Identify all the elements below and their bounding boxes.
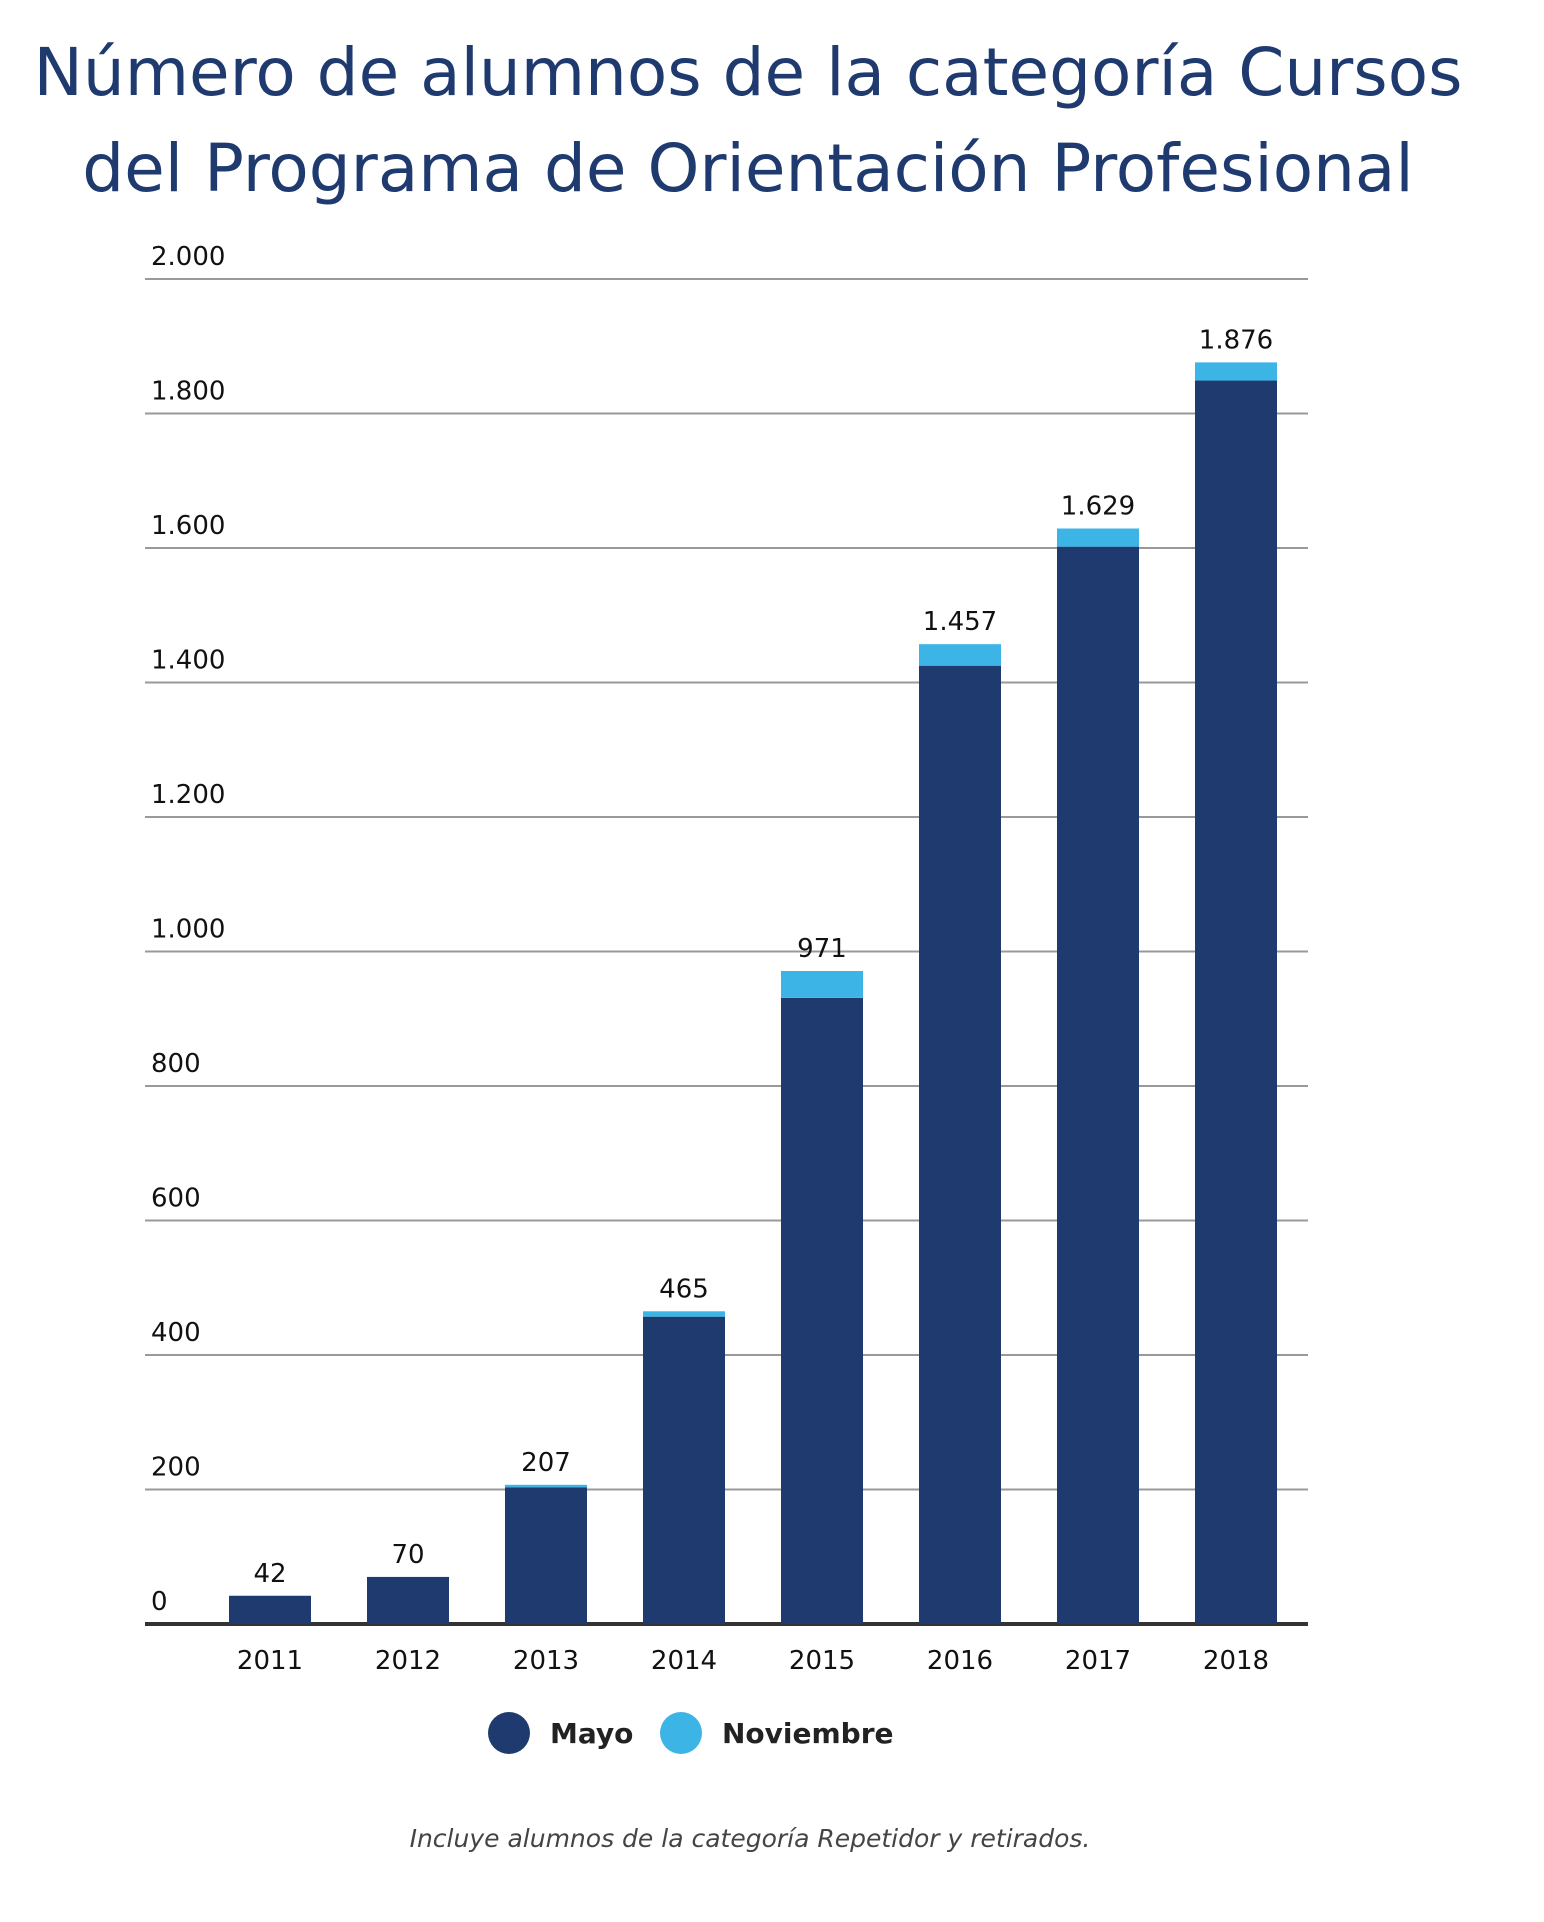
x-tick-label: 2012 — [375, 1646, 441, 1676]
bar-segment — [643, 1316, 725, 1624]
bar-segment — [781, 971, 863, 998]
legend-swatch — [488, 1712, 530, 1754]
y-tick-label: 1.400 — [151, 646, 225, 676]
y-tick-label: 600 — [151, 1184, 201, 1214]
bar-segment — [229, 1595, 311, 1624]
bar-segment — [505, 1487, 587, 1624]
x-tick-label: 2011 — [237, 1646, 303, 1676]
y-tick-label: 1.000 — [151, 915, 225, 945]
bar-segment — [643, 1311, 725, 1317]
data-label: 1.629 — [1061, 491, 1135, 521]
x-tick-label: 2016 — [927, 1646, 993, 1676]
chart-title: Número de alumnos de la categoría Cursos… — [34, 34, 1463, 207]
x-tick-label: 2015 — [789, 1646, 855, 1676]
y-tick-label: 2.000 — [151, 242, 225, 272]
data-label: 971 — [797, 934, 847, 964]
x-tick-label: 2013 — [513, 1646, 579, 1676]
x-tick-label: 2014 — [651, 1646, 717, 1676]
bar-segment — [919, 644, 1001, 666]
legend-label: Mayo — [550, 1717, 633, 1750]
bar-segment — [1195, 362, 1277, 381]
data-label: 42 — [253, 1559, 286, 1589]
legend-swatch — [660, 1712, 702, 1754]
y-tick-label: 1.600 — [151, 511, 225, 541]
x-tick-label: 2018 — [1203, 1646, 1269, 1676]
legend-label: Noviembre — [722, 1717, 894, 1750]
bar-segment — [1195, 380, 1277, 1624]
data-label: 1.457 — [923, 607, 997, 637]
y-tick-label: 1.200 — [151, 780, 225, 810]
footnote: Incluye alumnos de la categoría Repetido… — [410, 1824, 1091, 1853]
y-tick-label: 800 — [151, 1049, 201, 1079]
bar-segment — [1057, 546, 1139, 1624]
data-label: 207 — [521, 1448, 571, 1478]
title-line: del Programa de Orientación Profesional — [82, 130, 1413, 207]
y-tick-label: 0 — [151, 1587, 168, 1617]
bar-segment — [919, 665, 1001, 1624]
data-label: 465 — [659, 1274, 709, 1304]
bar-segment — [367, 1576, 449, 1624]
data-label: 1.876 — [1199, 325, 1273, 355]
data-label: 70 — [391, 1540, 424, 1570]
bar-segment — [781, 997, 863, 1624]
x-tick-label: 2017 — [1065, 1646, 1131, 1676]
bar-segment — [1057, 528, 1139, 547]
bar-segment — [505, 1484, 587, 1488]
y-tick-label: 200 — [151, 1453, 201, 1483]
y-tick-label: 400 — [151, 1318, 201, 1348]
y-tick-label: 1.800 — [151, 377, 225, 407]
title-line: Número de alumnos de la categoría Cursos — [34, 34, 1463, 111]
